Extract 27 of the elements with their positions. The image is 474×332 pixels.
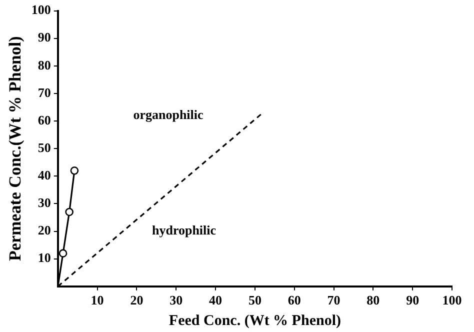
- annotation: organophilic: [133, 106, 204, 122]
- y-tick-label: 10: [38, 250, 51, 266]
- point: [70, 166, 79, 175]
- y-tick-label: 70: [38, 84, 51, 100]
- y-tick-label: 40: [38, 168, 51, 183]
- y-tick-label: 30: [38, 195, 51, 210]
- x-tick-label: 100: [442, 292, 462, 308]
- point: [58, 249, 68, 258]
- y-tick-label: 80: [38, 57, 51, 72]
- x-tick-label: 70: [327, 292, 340, 308]
- x-tick-label: 60: [288, 292, 301, 308]
- x-tick-label: 90: [406, 292, 420, 308]
- x-axis-title: Feed Conc. (Wt % Phenol): [168, 312, 341, 329]
- point: [65, 208, 74, 216]
- x-tick-label: 20: [130, 292, 144, 308]
- y-tick-label: 50: [38, 140, 51, 155]
- annotation: hydrophilic: [152, 222, 216, 238]
- y-tick-label: 60: [38, 112, 51, 128]
- x-tick-label: 40: [209, 292, 222, 308]
- x-tick-label: 80: [366, 292, 380, 308]
- y-axis-title: Permeate Conc.(Wt % Phenol): [6, 36, 25, 261]
- x-tick-label: 30: [170, 292, 183, 308]
- x-tick-label: 50: [248, 292, 262, 308]
- y-tick-label: 90: [38, 30, 51, 45]
- x-tick-label: 10: [90, 292, 104, 308]
- y-tick-label: 20: [38, 222, 51, 238]
- y-tick-label: 100: [31, 2, 51, 18]
